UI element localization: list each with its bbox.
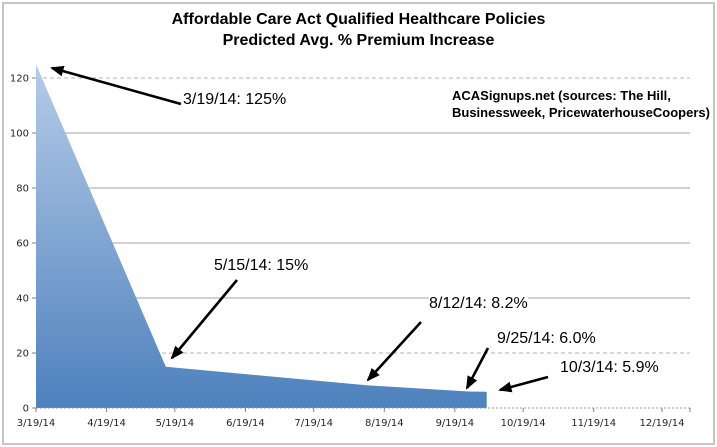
y-tick-label: 80 (16, 184, 29, 195)
x-tick-label: 9/19/14 (436, 418, 475, 429)
annotation-arrow (170, 279, 238, 360)
annotation-arrow (465, 347, 490, 390)
annotation-6-0pct: 9/25/14: 6.0% (497, 329, 596, 348)
x-tick-labels: 3/19/14 4/19/14 5/19/14 6/19/14 7/19/14 8/19/… (17, 418, 685, 429)
y-tick-labels: 0 20 40 60 80 100 120 (10, 74, 29, 415)
chart-title-line1: Affordable Care Act Qualified Healthcare… (171, 11, 546, 28)
x-tick-label: 4/19/14 (87, 418, 126, 429)
annotation-arrow (50, 65, 182, 106)
axis-ticks (32, 77, 691, 412)
y-tick-label: 20 (16, 349, 29, 360)
source-attribution: ACASignups.net (sources: The Hill, Busin… (452, 87, 710, 121)
annotation-arrow (366, 321, 422, 382)
y-tick-label: 100 (10, 129, 29, 140)
chart-title-line2: Predicted Avg. % Premium Increase (222, 32, 495, 49)
chart-title: Affordable Care Act Qualified Healthcare… (0, 9, 717, 51)
x-tick-label: 8/19/14 (365, 418, 404, 429)
x-tick-label: 12/19/14 (640, 418, 685, 429)
x-tick-label: 6/19/14 (226, 418, 265, 429)
annotation-15pct: 5/15/14: 15% (214, 256, 309, 275)
x-tick-label: 3/19/14 (17, 418, 56, 429)
source-attribution-line1: ACASignups.net (sources: The Hill, (452, 88, 671, 103)
y-tick-label: 120 (10, 74, 29, 85)
annotation-arrows (50, 65, 549, 393)
annotation-5-9pct: 10/3/14: 5.9% (560, 358, 659, 377)
x-tick-label: 5/19/14 (156, 418, 195, 429)
y-tick-label: 60 (16, 239, 29, 250)
annotation-arrow (498, 375, 549, 393)
y-tick-label: 40 (16, 294, 29, 305)
x-tick-label: 10/19/14 (501, 418, 546, 429)
y-tick-label: 0 (23, 404, 29, 415)
annotation-peak-125pct: 3/19/14: 125% (183, 90, 287, 109)
area-series-premium-increase (36, 64, 487, 409)
x-tick-label: 11/19/14 (571, 418, 616, 429)
x-tick-label: 7/19/14 (294, 418, 333, 429)
annotation-8-2pct: 8/12/14: 8.2% (429, 294, 528, 313)
source-attribution-line2: Businessweek, PricewaterhouseCoopers) (452, 105, 710, 120)
